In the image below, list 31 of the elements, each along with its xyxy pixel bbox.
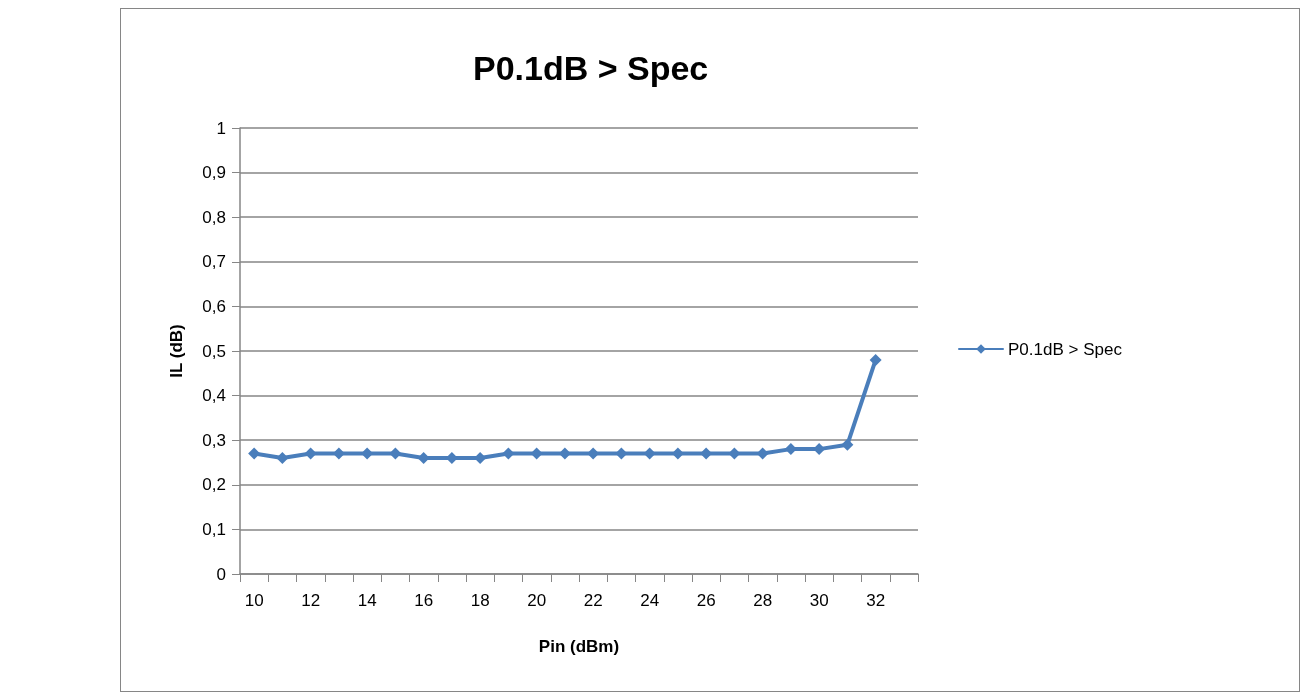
- y-tick-label: 1: [216, 118, 226, 138]
- x-tick-label: 24: [640, 591, 660, 610]
- y-tick-label: 0,6: [202, 296, 226, 316]
- y-axis-title: IL (dB): [167, 324, 186, 378]
- point: [248, 447, 261, 460]
- legend-label: P0.1dB > Spec: [1008, 339, 1123, 359]
- chart-title: P0.1dB > Spec: [473, 49, 709, 87]
- x-tick-label: 22: [583, 591, 603, 610]
- x-tick-label: 26: [696, 591, 716, 610]
- x-tick-label: 20: [527, 591, 547, 610]
- y-tick-label: 0: [216, 564, 226, 584]
- y-tick-label: 0,7: [202, 252, 226, 272]
- x-axis-title: Pin (dBm): [538, 637, 620, 656]
- x-tick-label: 12: [301, 591, 321, 610]
- y-tick-label: 0,5: [202, 341, 226, 361]
- y-tick-label: 0,9: [202, 163, 226, 183]
- x-tick-label: 18: [470, 591, 490, 610]
- point: [869, 353, 882, 366]
- x-tick-label: 10: [244, 591, 264, 610]
- y-tick-label: 0,1: [202, 519, 226, 539]
- y-tick-label: 0,2: [202, 475, 226, 495]
- point: [841, 438, 854, 451]
- y-tick-label: 0,4: [202, 386, 226, 406]
- y-tick-label: 0,3: [202, 430, 226, 450]
- x-tick-label: 16: [414, 591, 434, 610]
- x-tick-label: 32: [866, 591, 886, 610]
- x-tick-label: 28: [753, 591, 773, 610]
- point: [276, 452, 289, 465]
- y-tick-label: 0,8: [202, 207, 226, 227]
- x-tick-label: 30: [809, 591, 829, 610]
- x-tick-label: 14: [357, 591, 377, 610]
